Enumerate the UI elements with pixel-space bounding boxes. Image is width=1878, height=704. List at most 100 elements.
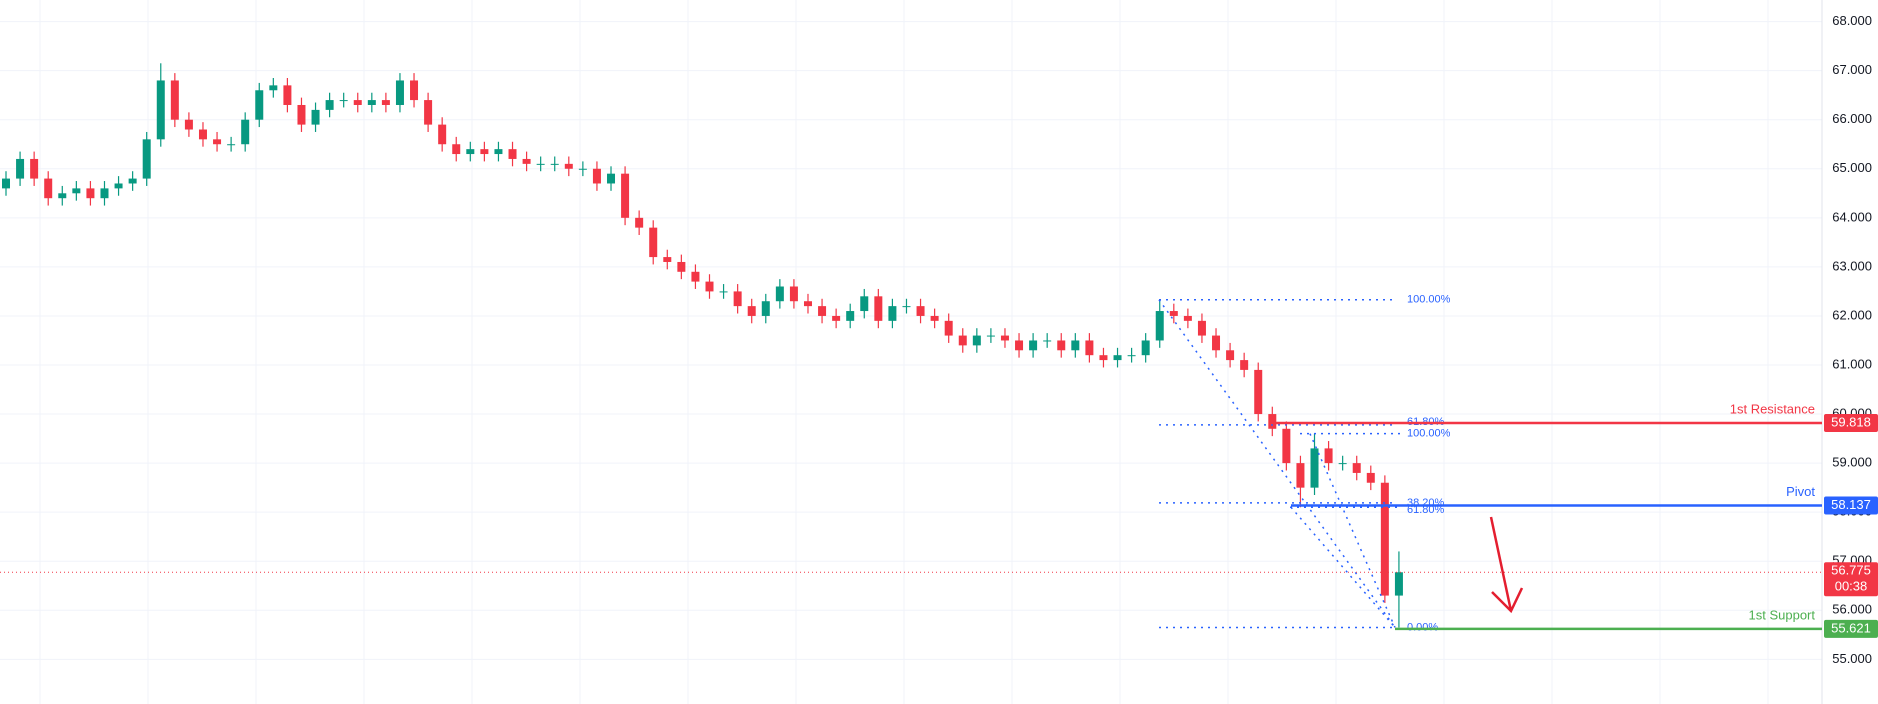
candle-body [128, 178, 137, 184]
candle-body [1324, 448, 1333, 464]
candle-body [353, 100, 362, 105]
candle-body [1015, 340, 1024, 351]
candle-body [170, 80, 179, 120]
fib-trend [1158, 299, 1396, 628]
level-value: 58.137 [1831, 497, 1871, 512]
candle-body [1057, 340, 1066, 351]
candle-body [1085, 340, 1094, 356]
candle-body [578, 168, 587, 170]
candle-body [1127, 355, 1136, 357]
candle-body [916, 306, 925, 316]
candle-body [663, 257, 672, 262]
candle-body [1141, 340, 1150, 356]
candle-body [930, 315, 939, 321]
candle-body [1183, 315, 1192, 321]
candle-body [607, 173, 616, 184]
last-price-badge [1824, 562, 1878, 597]
candle-body [691, 271, 700, 282]
candle-body [58, 193, 67, 199]
last-price-label: 56.775 [1831, 563, 1871, 578]
candle-body [1240, 360, 1249, 370]
candle-body [1000, 335, 1009, 341]
candle-body [1310, 448, 1319, 488]
candle-body [381, 100, 390, 105]
candle-body [621, 173, 630, 218]
candle-body [874, 296, 883, 321]
candle-body [775, 286, 784, 302]
candle-body [395, 80, 404, 105]
candle-body [1296, 463, 1305, 488]
candle-body [452, 144, 461, 155]
candle-body [213, 139, 222, 145]
y-tick-label: 65.000 [1832, 160, 1872, 175]
candle-body [100, 188, 109, 199]
y-tick-label: 64.000 [1832, 209, 1872, 224]
candle-body [747, 306, 756, 316]
candle-body [466, 149, 475, 155]
candle-body [2, 178, 10, 189]
candle-body [367, 100, 376, 105]
candle-body [494, 149, 503, 155]
candle-body [1338, 463, 1347, 465]
y-tick-label: 67.000 [1832, 62, 1872, 77]
candle-body [184, 119, 193, 130]
candle-body [635, 217, 644, 228]
grid [0, 0, 1822, 704]
candle-body [972, 335, 981, 346]
candle-body [649, 227, 658, 258]
level-value: 55.621 [1831, 620, 1871, 635]
candle-body [283, 85, 292, 105]
candle-body [1254, 369, 1263, 415]
level-badge [1824, 496, 1878, 515]
candle-body [72, 188, 81, 194]
level-name: 1st Support [1749, 607, 1816, 622]
candle-body [803, 301, 812, 307]
candle-body [677, 261, 686, 272]
y-tick-label: 62.000 [1832, 307, 1872, 322]
candle-body [1226, 350, 1235, 361]
candle-body [16, 158, 25, 179]
candle-body [522, 158, 531, 164]
fib-label: 0.00% [1407, 621, 1438, 633]
candle-body [325, 100, 334, 110]
level-value: 59.818 [1831, 414, 1871, 429]
candle-body [44, 178, 53, 199]
candle-body [761, 301, 770, 316]
candle-body [986, 335, 995, 337]
candle-body [1394, 572, 1403, 596]
y-tick-label: 63.000 [1832, 258, 1872, 273]
candle-body [255, 90, 264, 120]
candle-body [1099, 355, 1108, 361]
candle-body [86, 188, 95, 199]
candle-body [818, 306, 827, 316]
candle-body [705, 281, 714, 292]
candle-body [1197, 320, 1206, 336]
candle-body [1212, 335, 1221, 351]
candle-body [1380, 482, 1389, 596]
candle-body [958, 335, 967, 346]
candle-body [536, 163, 545, 165]
candle-body [1169, 311, 1178, 316]
fibonacci: 100.00%61.80%38.20%0.00%100.00%61.80% [1158, 294, 1451, 633]
y-tick-label: 55.000 [1832, 651, 1872, 666]
candle-body [592, 168, 601, 184]
y-tick-label: 68.000 [1832, 13, 1872, 28]
candle-body [733, 291, 742, 307]
candle-body [227, 144, 236, 146]
candle-body [424, 100, 433, 125]
candle-body [339, 100, 348, 102]
candle-body [1029, 340, 1038, 351]
candle-body [832, 315, 841, 321]
candle-body [311, 109, 320, 125]
y-tick-label: 56.000 [1832, 602, 1872, 617]
candle-body [30, 158, 39, 179]
candle-body [944, 320, 953, 336]
countdown-label: 00:38 [1835, 579, 1868, 594]
fib-label: 100.00% [1407, 428, 1451, 440]
fib-trend [1309, 433, 1396, 628]
candle-body [1366, 472, 1375, 483]
candle-body [1268, 414, 1277, 429]
candle-body [269, 85, 278, 91]
y-tick-label: 59.000 [1832, 455, 1872, 470]
candle-body [142, 139, 151, 179]
